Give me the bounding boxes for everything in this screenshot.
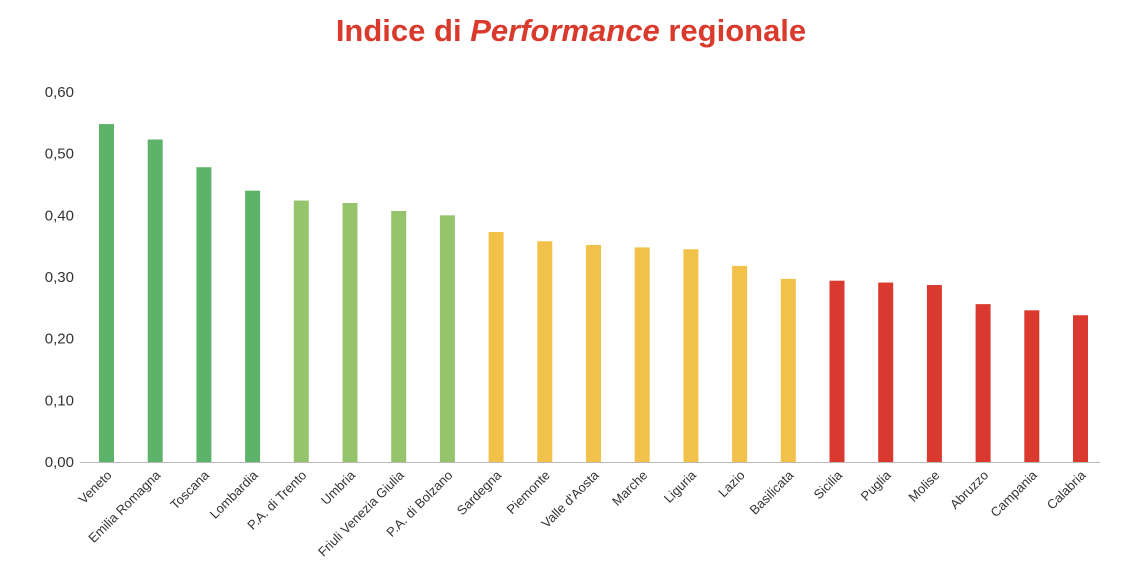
y-tick-label: 0,50: [45, 146, 74, 163]
bar-sicilia: [829, 280, 845, 462]
bar-piemonte: [537, 241, 553, 462]
chart-title: Indice di Performance regionale: [0, 12, 1142, 50]
bar-calabria: [1073, 315, 1088, 462]
bar-campania: [1024, 310, 1040, 462]
y-tick-label: 0,00: [45, 454, 74, 471]
x-tick-label: Umbria: [318, 467, 359, 508]
y-tick-label: 0,60: [45, 84, 74, 101]
chart-title-part3: regionale: [668, 13, 807, 48]
bar-emilia-romagna: [147, 139, 163, 462]
x-tick-label: Liguria: [661, 467, 700, 506]
bar-abruzzo: [975, 304, 991, 462]
x-tick-label: Puglia: [858, 467, 895, 504]
bar-p-a-di-bolzano: [439, 215, 455, 462]
bar-marche: [634, 247, 650, 462]
bar-lazio: [732, 265, 748, 462]
x-tick-label: Toscana: [167, 467, 212, 512]
bar-liguria: [683, 249, 699, 462]
x-tick-label: Lazio: [715, 468, 748, 501]
x-tick-label: Basilicata: [746, 467, 796, 517]
chart-title-part1: Indice di: [335, 13, 462, 48]
bar-veneto: [99, 124, 114, 463]
bar-toscana: [196, 167, 212, 462]
chart-title-part2: Performance: [470, 13, 660, 48]
x-tick-label: Sardegna: [454, 467, 505, 518]
bar-p-a-di-trento: [293, 200, 309, 463]
x-tick-label: Sicilia: [810, 467, 845, 502]
bar-basilicata: [780, 278, 796, 462]
bar-valle-d-aosta: [586, 244, 601, 462]
y-tick-label: 0,40: [45, 207, 74, 224]
bar-umbria: [342, 203, 358, 462]
x-tick-label: Piemonte: [503, 468, 552, 517]
x-tick-label: Marche: [609, 468, 650, 509]
bar-sardegna: [488, 231, 504, 462]
bar-puglia: [878, 282, 894, 462]
bar-friuli-venezia-giulia: [391, 211, 407, 462]
bar-lombardia: [245, 190, 261, 462]
y-tick-label: 0,20: [45, 331, 74, 348]
x-tick-label: Abruzzo: [947, 468, 991, 512]
y-tick-label: 0,10: [45, 392, 74, 409]
x-tick-label: Veneto: [75, 468, 114, 507]
bar-molise: [926, 285, 942, 462]
x-tick-label: Calabria: [1044, 467, 1089, 512]
x-tick-label: Campania: [987, 467, 1040, 520]
x-tick-label: Friuli Venezia Giulia: [315, 467, 407, 559]
x-tick-label: Molise: [905, 468, 942, 505]
y-tick-label: 0,30: [45, 269, 74, 286]
